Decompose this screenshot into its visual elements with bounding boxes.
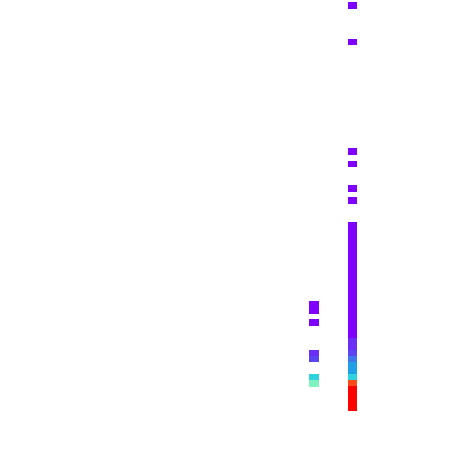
- heatmap-cell-right: [348, 185, 357, 192]
- heatmap-cell-right: [348, 355, 357, 363]
- heatmap-cell-left: [309, 349, 319, 357]
- heatmap-cell-left: [309, 307, 319, 314]
- heatmap-cell-right: [348, 386, 357, 393]
- heatmap-cell-right: [348, 307, 357, 314]
- heatmap-cell-right: [348, 2, 357, 9]
- heatmap-cell-right: [348, 404, 357, 412]
- heatmap-cell-right: [348, 325, 357, 332]
- heatmap-cell-right: [348, 282, 357, 290]
- heatmap-cell-right: [348, 361, 357, 369]
- heatmap-cell-right: [348, 349, 357, 357]
- heatmap-cell-right: [348, 313, 357, 320]
- heatmap-cell-left: [309, 355, 319, 363]
- heatmap-cell-right: [348, 300, 357, 308]
- heatmap-cell-right: [348, 374, 357, 381]
- heatmap-cell-left: [309, 319, 319, 326]
- heatmap-cell-left: [309, 374, 319, 381]
- heatmap-cell-right: [348, 264, 357, 271]
- heatmap-cell-right: [348, 38, 357, 46]
- heatmap-cell-right: [348, 337, 357, 345]
- heatmap-cell-right: [348, 343, 357, 351]
- heatmap-cell-left: [309, 300, 319, 308]
- heatmap-cell-right: [348, 252, 357, 259]
- heatmap-cell-right: [348, 227, 357, 235]
- heatmap-cell-right: [348, 276, 357, 284]
- heatmap-cell-right: [348, 258, 357, 265]
- heatmap-cell-right: [348, 319, 357, 326]
- heatmap-cell-right: [348, 270, 357, 278]
- heatmap-cell-right: [348, 331, 357, 339]
- heatmap-cell-right: [348, 148, 357, 156]
- heatmap-cell-right: [348, 294, 357, 302]
- heatmap-cell-right: [348, 380, 357, 387]
- heatmap-cell-right: [348, 392, 357, 400]
- heatmap-cell-right: [348, 246, 357, 253]
- heatmap-cell-right: [348, 288, 357, 296]
- heatmap-cell-left: [309, 380, 319, 387]
- heatmap-cell-right: [348, 160, 357, 168]
- heatmap-cell-right: [348, 197, 357, 204]
- heatmap-cell-right: [348, 233, 357, 241]
- heatmap-cell-right: [348, 239, 357, 247]
- heatmap-cell-right: [348, 368, 357, 375]
- heatmap-cell-right: [348, 398, 357, 406]
- heatmap-cell-right: [348, 221, 357, 229]
